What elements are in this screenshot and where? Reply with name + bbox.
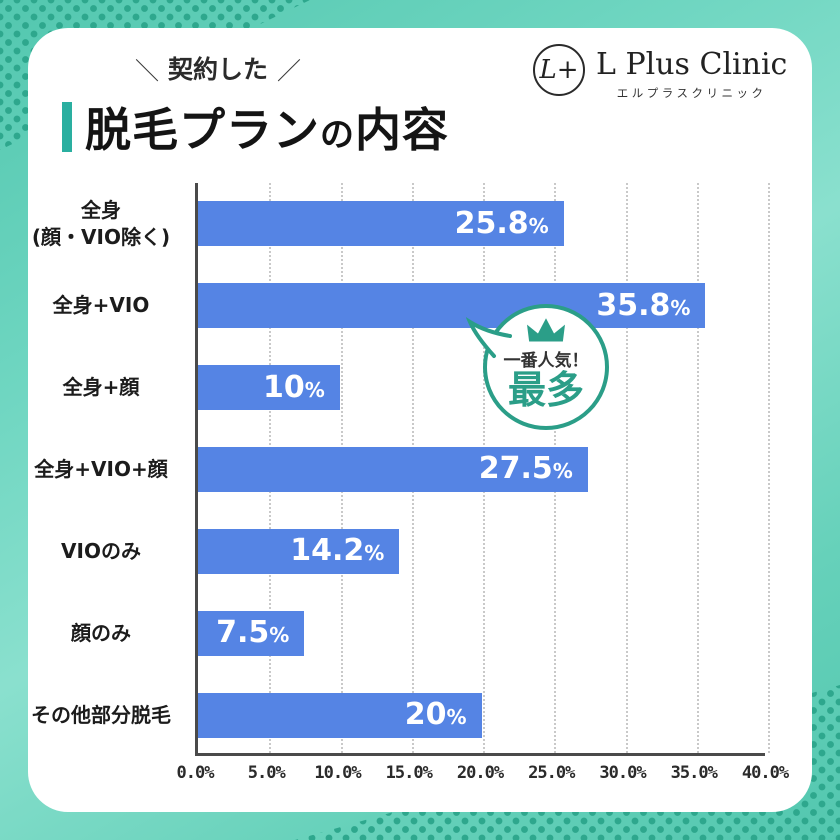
category-label: その他部分脱毛 [31, 702, 171, 727]
gridline-35.0% [696, 183, 699, 753]
bar-全身+VIO: 35.8% [198, 283, 706, 329]
bar-value-label: 14.2% [290, 533, 385, 569]
badge-tail [466, 317, 512, 358]
x-tick-label: 25.0% [528, 763, 575, 783]
bar-value-label: 7.5% [216, 615, 290, 651]
logo-kana: エルプラスクリニック [616, 86, 767, 100]
chart-plot: 25.8% 35.8% 10% 27.5% 14.2% 7.5% 20% [195, 183, 770, 756]
bar-value-label: 20% [404, 697, 467, 733]
tagline: ＼ 契約した ／ [118, 50, 318, 86]
category-label: VIOのみ [61, 538, 141, 563]
x-tick-label: 35.0% [670, 763, 718, 783]
category-label: 全身+顔 [62, 375, 140, 400]
content-card [28, 28, 812, 812]
bar-row: 27.5% [198, 429, 765, 511]
bar-row: 35.8% [198, 265, 765, 347]
x-tick-label: 0.0% [176, 763, 215, 783]
bar-全身: 25.8% [198, 201, 564, 247]
badge-main-label: 最多 [507, 368, 584, 412]
bar-row: 14.2% [198, 510, 765, 592]
bar-value-label: 35.8% [596, 287, 691, 323]
badge-top-label: 一番人気！ [503, 351, 589, 371]
x-tick-label: 20.0% [456, 763, 504, 783]
bar-row: 25.8% [198, 183, 765, 265]
x-tick-label: 40.0% [741, 763, 789, 783]
page-title: 脱毛プランの内容 [62, 94, 449, 160]
tagline-slash-decor: ／ [277, 56, 301, 85]
bar-value-label: 10% [262, 369, 325, 405]
bar-その他部分脱毛: 20% [198, 692, 482, 738]
gridline-30.0% [625, 183, 628, 753]
bar-row: 20% [198, 674, 765, 756]
badge-bubble: 一番人気！ 最多 [483, 304, 609, 430]
bar-row: 7.5% [198, 592, 765, 674]
bar-value-label: 27.5% [478, 451, 573, 487]
chart-x-axis-ticks: 0.0% 5.0% 10.0% 15.0% 20.0% 25.0% 30.0% 35.0% 40… [177, 763, 790, 789]
clinic-logo: L+ L Plus Clinic エルプラスクリニック [533, 44, 787, 101]
x-tick-label: 10.0% [314, 763, 361, 783]
logo-monogram-icon: L+ [533, 44, 585, 96]
x-tick-label: 30.0% [599, 763, 646, 783]
category-label: 全身 (顔・VIO除く) [31, 197, 171, 249]
crown-icon [527, 318, 565, 342]
bar-value-label: 25.8% [454, 205, 549, 241]
x-tick-label: 15.0% [385, 763, 433, 783]
gridline-40.0% [768, 183, 770, 753]
bar-VIOのみ: 14.2% [198, 528, 400, 574]
title-part1: 脱毛プラン [85, 103, 320, 157]
bar-顔のみ: 7.5% [198, 610, 305, 656]
logo-name: L Plus Clinic [596, 47, 788, 82]
category-label: 全身+VIO+顔 [34, 456, 168, 481]
tagline-text: 契約した [167, 55, 268, 84]
title-accent-bar [62, 102, 72, 152]
bar-全身+VIO+顔: 27.5% [198, 446, 588, 492]
page-title-text: 脱毛プランの内容 [85, 94, 449, 160]
category-label: 全身+VIO [52, 293, 150, 318]
logo-text: L Plus Clinic エルプラスクリニック [596, 44, 787, 101]
most-popular-badge: 一番人気！ 最多 [466, 304, 609, 430]
x-tick-label: 5.0% [247, 763, 286, 783]
bar-全身+顔: 10% [198, 365, 340, 411]
tagline-backslash-decor: ＼ [134, 56, 159, 85]
title-part2: 内容 [355, 103, 449, 157]
bar-row: 10% [198, 347, 765, 429]
category-label: 顔のみ [71, 620, 131, 645]
title-particle: の [320, 115, 355, 155]
chart-category-labels: 全身 (顔・VIO除く) 全身+VIO 全身+顔全身+VIO+顔 VIOのみ顔のみその… [16, 183, 186, 756]
